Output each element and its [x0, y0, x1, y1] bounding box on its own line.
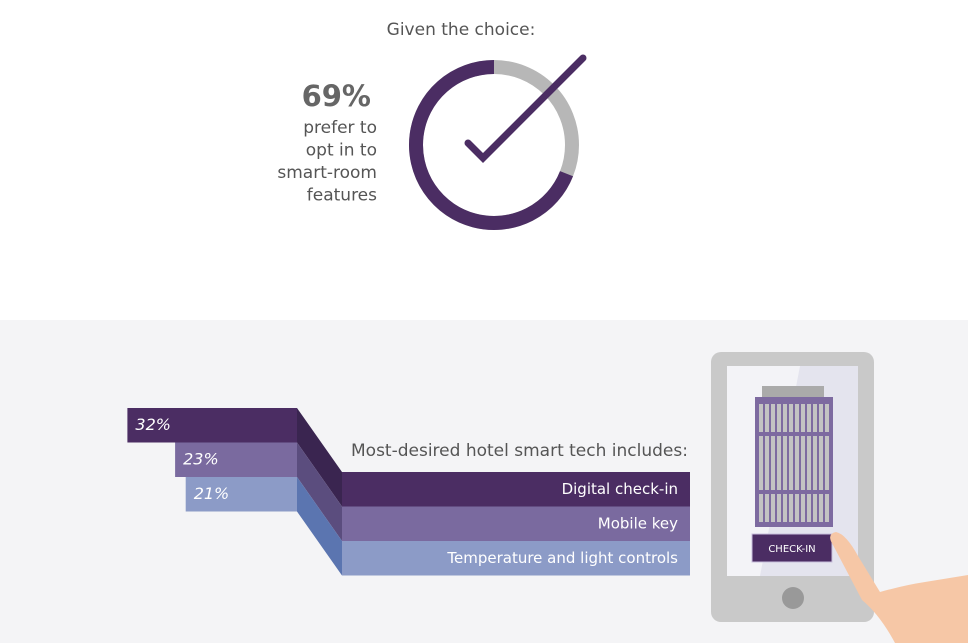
- bar: [175, 442, 297, 477]
- window: [825, 494, 829, 522]
- window: [777, 436, 781, 490]
- window: [819, 404, 823, 432]
- window: [771, 404, 775, 432]
- window: [771, 436, 775, 490]
- window: [813, 404, 817, 432]
- window: [783, 436, 787, 490]
- donut-caption: features: [307, 186, 377, 206]
- bars-title: Most-desired hotel smart tech includes:: [351, 441, 688, 461]
- bar-label: Temperature and light controls: [446, 549, 678, 567]
- donut-arc: [409, 60, 574, 230]
- window: [759, 436, 763, 490]
- bar-value: 23%: [183, 449, 219, 468]
- window: [765, 436, 769, 490]
- window: [789, 404, 793, 432]
- checkmark: [464, 54, 587, 163]
- donut-caption: prefer to: [303, 118, 377, 138]
- window: [771, 494, 775, 522]
- window: [789, 436, 793, 490]
- donut-value: 69%: [302, 79, 371, 113]
- home-button: [782, 587, 804, 609]
- window: [819, 436, 823, 490]
- donut-caption: smart-room: [277, 163, 377, 183]
- window: [813, 436, 817, 490]
- bar-value: 32%: [135, 415, 171, 434]
- donut-title: Given the choice:: [387, 20, 536, 40]
- window: [765, 404, 769, 432]
- window: [807, 404, 811, 432]
- finger: [830, 532, 968, 643]
- window: [795, 404, 799, 432]
- check-in-button[interactable]: [751, 533, 833, 563]
- window: [759, 494, 763, 522]
- window: [783, 494, 787, 522]
- window: [759, 404, 763, 432]
- bar-label: Mobile key: [598, 514, 678, 532]
- window: [795, 494, 799, 522]
- window: [801, 404, 805, 432]
- check-in-label: CHECK-IN: [768, 544, 815, 555]
- window: [807, 436, 811, 490]
- tablet: CHECK-IN: [711, 352, 968, 643]
- window: [801, 436, 805, 490]
- bar: [185, 477, 297, 512]
- window: [807, 494, 811, 522]
- ribbon-end: [342, 472, 690, 507]
- ribbon-fold: [297, 442, 342, 541]
- window: [825, 404, 829, 432]
- window: [789, 494, 793, 522]
- donut-caption: opt in to: [306, 141, 377, 161]
- ribbon-fold: [297, 477, 342, 576]
- ribbon-bars: 32% Digital check-in 23% Mobile key 21% Tempe…: [127, 408, 690, 576]
- window: [813, 494, 817, 522]
- window: [783, 404, 787, 432]
- window: [795, 436, 799, 490]
- building-windows: [759, 404, 829, 522]
- building-roof: [762, 386, 824, 398]
- ribbon-fold: [297, 408, 342, 507]
- window: [777, 404, 781, 432]
- bar-value: 21%: [194, 484, 230, 503]
- ribbon-end: [342, 541, 690, 576]
- window: [777, 494, 781, 522]
- bar-label: Digital check-in: [562, 480, 678, 498]
- bar: [127, 408, 298, 443]
- window: [765, 494, 769, 522]
- window: [801, 494, 805, 522]
- ribbon-end: [342, 506, 690, 541]
- window: [825, 436, 829, 490]
- window: [819, 494, 823, 522]
